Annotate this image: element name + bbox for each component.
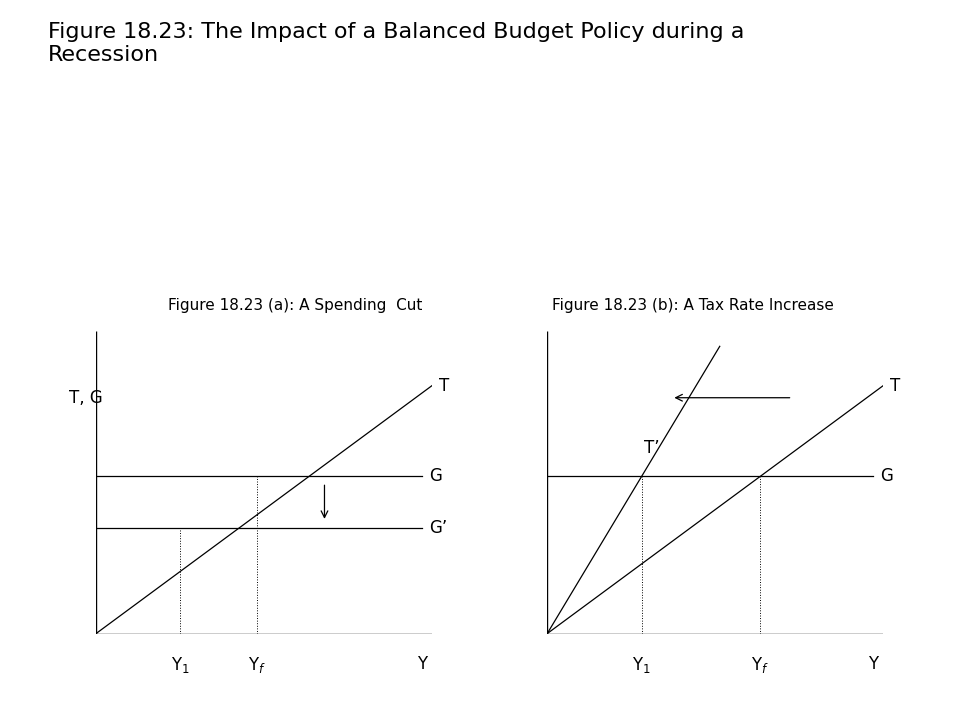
Text: G: G: [879, 467, 893, 485]
Text: Y$_1$: Y$_1$: [171, 654, 189, 675]
Text: Y: Y: [417, 654, 427, 672]
Text: Figure 18.23 (b): A Tax Rate Increase: Figure 18.23 (b): A Tax Rate Increase: [552, 298, 834, 313]
Text: Y: Y: [868, 654, 878, 672]
Text: Y$_f$: Y$_f$: [752, 654, 769, 675]
Text: T’: T’: [644, 439, 660, 457]
Text: T: T: [890, 377, 900, 395]
Text: G: G: [428, 467, 442, 485]
Text: Figure 18.23: The Impact of a Balanced Budget Policy during a
Recession: Figure 18.23: The Impact of a Balanced B…: [48, 22, 744, 65]
Text: Y$_1$: Y$_1$: [633, 654, 651, 675]
Text: T, G: T, G: [69, 389, 103, 407]
Text: G’: G’: [428, 518, 447, 537]
Text: Figure 18.23 (a): A Spending  Cut: Figure 18.23 (a): A Spending Cut: [168, 298, 422, 313]
Text: Y$_f$: Y$_f$: [249, 654, 266, 675]
Text: T: T: [439, 377, 449, 395]
